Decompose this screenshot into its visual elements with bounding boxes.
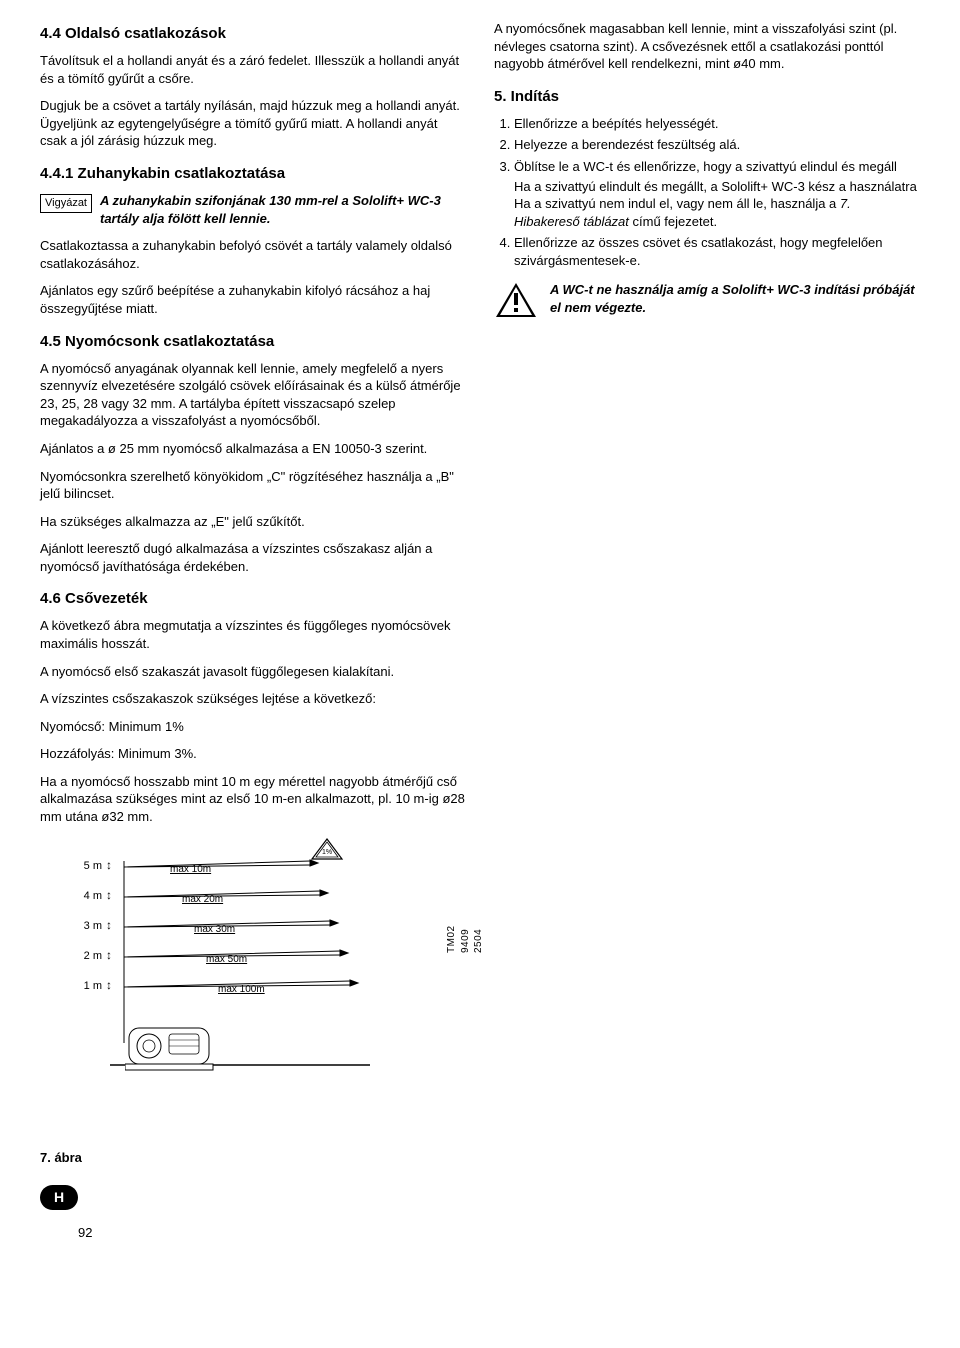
warning-block: A WC-t ne használja amíg a Sololift+ WC-… [494, 281, 920, 319]
warning-text: A WC-t ne használja amíg a Sololift+ WC-… [550, 281, 920, 316]
figure-code: TM02 9409 2504 [445, 926, 486, 954]
startup-steps: Ellenőrizze a beépítés helyességét. Hely… [494, 115, 920, 269]
body-text: Hozzáfolyás: Minimum 3%. [40, 745, 466, 763]
body-text: Csatlakoztassa a zuhanykabin befolyó csö… [40, 237, 466, 272]
body-text: Ajánlott leeresztő dugó alkalmazása a ví… [40, 540, 466, 575]
body-text: Ha szükséges alkalmazza az „E" jelű szűk… [40, 513, 466, 531]
heading-4-5: 4.5 Nyomócsonk csatlakoztatása [40, 332, 466, 352]
body-text: Ajánlatos egy szűrő beépítése a zuhanyka… [40, 282, 466, 317]
heading-4-4-1: 4.4.1 Zuhanykabin csatlakoztatása [40, 164, 466, 184]
y-axis-label: 1 m [72, 979, 102, 994]
y-axis-label: 5 m [72, 859, 102, 874]
list-item: Öblítse le a WC-t és ellenőrizze, hogy a… [514, 158, 920, 230]
heading-5: 5. Indítás [494, 87, 920, 107]
heading-4-4: 4.4 Oldalsó csatlakozások [40, 24, 466, 44]
body-text: Távolítsuk el a hollandi anyát és a záró… [40, 52, 466, 87]
list-subline: Ha a szivattyú elindult és megállt, a So… [514, 178, 920, 196]
body-text: A nyomócső első szakaszát javasolt függő… [40, 663, 466, 681]
caution-block: Vigyázat A zuhanykabin szifonjának 130 m… [40, 192, 466, 227]
pipe-length-diagram: 1% 5 m ↕ max 10m 4 m ↕ max 20m 3 m ↕ max… [40, 843, 466, 1143]
y-axis-label: 3 m [72, 919, 102, 934]
list-subline: Ha a szivattyú nem indul el, vagy nem ál… [514, 195, 920, 230]
body-text: Ajánlatos a ø 25 mm nyomócső alkalmazása… [40, 440, 466, 458]
language-badge: H [40, 1185, 78, 1210]
y-axis-label: 4 m [72, 889, 102, 904]
list-item: Helyezze a berendezést feszültség alá. [514, 136, 920, 154]
body-text: A vízszintes csőszakaszok szükséges lejt… [40, 690, 466, 708]
page-number: 92 [78, 1224, 920, 1242]
page-footer: H [40, 1185, 920, 1210]
list-item: Ellenőrizze az összes csövet és csatlako… [514, 234, 920, 269]
body-text: Nyomócső: Minimum 1% [40, 718, 466, 736]
y-axis-label: 2 m [72, 949, 102, 964]
body-text: Dugjuk be a csövet a tartály nyílásán, m… [40, 97, 466, 150]
warning-icon [494, 281, 538, 319]
body-text: A következő ábra megmutatja a vízszintes… [40, 617, 466, 652]
heading-4-6: 4.6 Csővezeték [40, 589, 466, 609]
figure-caption: 7. ábra [40, 1149, 466, 1167]
caution-label: Vigyázat [40, 194, 92, 213]
body-text: A nyomócső anyagának olyannak kell lenni… [40, 360, 466, 430]
body-text: A nyomócsőnek magasabban kell lennie, mi… [494, 20, 920, 73]
body-text: Nyomócsonkra szerelhető könyökidom „C" r… [40, 468, 466, 503]
body-text: Ha a nyomócső hosszabb mint 10 m egy mér… [40, 773, 466, 826]
caution-text: A zuhanykabin szifonjának 130 mm-rel a S… [100, 192, 466, 227]
list-item-text: Öblítse le a WC-t és ellenőrizze, hogy a… [514, 159, 897, 174]
list-item: Ellenőrizze a beépítés helyességét. [514, 115, 920, 133]
reference-italic: 7. Hibakereső táblázat [514, 196, 851, 229]
pump-unit-icon [125, 1018, 215, 1072]
